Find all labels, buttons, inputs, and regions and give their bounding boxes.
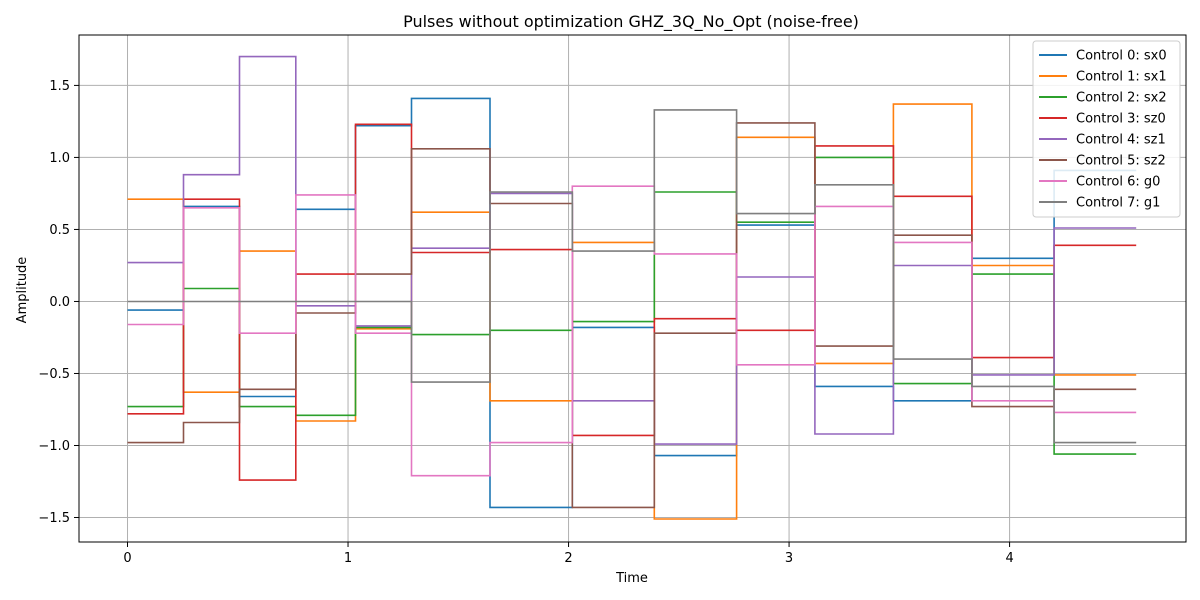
series-line-1 (127, 103, 1137, 520)
x-tick-label: 2 (564, 551, 572, 566)
y-tick-label: −0.5 (38, 367, 70, 382)
chart-title: Pulses without optimization GHZ_3Q_No_Op… (403, 12, 859, 32)
plot-frame (78, 34, 1187, 543)
legend-label-6: Control 6: g0 (1076, 175, 1160, 190)
series-line-0 (127, 97, 1137, 509)
y-tick-label: −1.0 (38, 439, 70, 454)
x-tick-label: 3 (785, 551, 793, 566)
legend: Control 0: sx0 Control 1: sx1 Control 2: s… (1032, 40, 1181, 218)
series-line-7 (127, 109, 1137, 444)
legend-label-5: Control 5: sz2 (1076, 154, 1166, 169)
legend-label-1: Control 1: sx1 (1076, 70, 1167, 85)
legend-label-4: Control 4: sz1 (1076, 133, 1166, 148)
series-line-5 (127, 122, 1137, 509)
y-tick-label: 0.0 (49, 295, 70, 310)
y-axis-label: Amplitude (15, 257, 30, 324)
x-axis-label: Time (615, 571, 648, 586)
y-tick-label: 1.0 (49, 151, 70, 166)
series-line-6 (127, 185, 1137, 477)
legend-box (1032, 40, 1181, 218)
grid (79, 35, 1186, 542)
x-tick-label: 1 (344, 551, 352, 566)
y-tick-label: 0.5 (49, 223, 70, 238)
series-line-2 (127, 156, 1137, 455)
legend-label-0: Control 0: sx0 (1076, 49, 1167, 64)
legend-label-3: Control 3: sz0 (1076, 112, 1166, 127)
legend-label-2: Control 2: sx2 (1076, 91, 1167, 106)
plot-lines (127, 55, 1137, 520)
legend-label-7: Control 7: g1 (1076, 196, 1160, 211)
y-tick-label: −1.5 (38, 511, 70, 526)
x-tick-label: 4 (1005, 551, 1013, 566)
axis-ticks: 0 1 2 3 4 −1.5 −1.0 −0.5 0.0 0.5 1.0 1.5 (38, 79, 1013, 566)
y-tick-label: 1.5 (49, 79, 70, 94)
x-tick-label: 0 (123, 551, 131, 566)
